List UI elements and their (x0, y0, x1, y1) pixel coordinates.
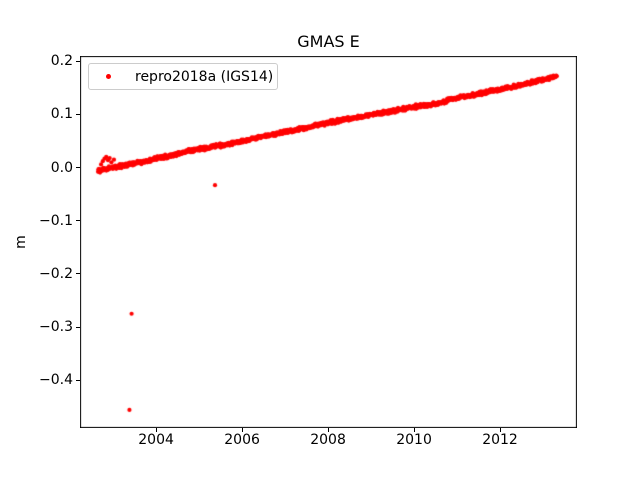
y-axis-label: m (13, 235, 29, 249)
x-tick-mark (327, 428, 329, 432)
y-tick-mark (76, 167, 80, 169)
y-tick-label: −0.3 (39, 319, 73, 336)
x-tick-label: 2012 (482, 432, 518, 448)
x-tick-label: 2010 (396, 432, 432, 448)
x-tick-label: 2006 (224, 432, 260, 448)
y-tick-label: −0.1 (39, 212, 73, 229)
y-tick-mark (76, 273, 80, 275)
x-tick-mark (241, 428, 243, 432)
y-tick-label: 0.1 (50, 106, 73, 123)
y-tick-label: −0.2 (39, 265, 73, 282)
y-tick-mark (76, 60, 80, 62)
y-tick-mark (76, 326, 80, 328)
x-tick-mark (155, 428, 157, 432)
y-tick-mark (76, 379, 80, 381)
y-tick-label: −0.4 (39, 372, 73, 389)
chart-title: GMAS E (297, 32, 360, 51)
x-tick-label: 2008 (310, 432, 346, 448)
y-tick-label: 0.0 (50, 159, 73, 176)
x-tick-label: 2004 (138, 432, 174, 448)
y-tick-mark (76, 113, 80, 115)
x-tick-mark (413, 428, 415, 432)
legend-marker-dot-icon (106, 74, 111, 79)
legend: repro2018a (IGS14) (88, 63, 278, 90)
y-tick-mark (76, 220, 80, 222)
plot-area (80, 56, 577, 428)
x-tick-mark (499, 428, 501, 432)
legend-entry-label: repro2018a (IGS14) (135, 68, 274, 85)
y-tick-label: 0.2 (50, 53, 73, 70)
